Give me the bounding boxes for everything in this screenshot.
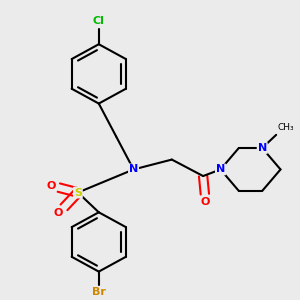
- Text: N: N: [216, 164, 225, 175]
- Text: Cl: Cl: [93, 16, 105, 26]
- Text: N: N: [258, 143, 267, 153]
- Text: O: O: [46, 181, 56, 191]
- Text: S: S: [74, 188, 82, 197]
- Text: O: O: [200, 197, 209, 207]
- Text: N: N: [129, 164, 138, 175]
- Text: CH₃: CH₃: [278, 123, 295, 132]
- Text: Br: Br: [92, 287, 106, 297]
- Text: O: O: [53, 208, 62, 218]
